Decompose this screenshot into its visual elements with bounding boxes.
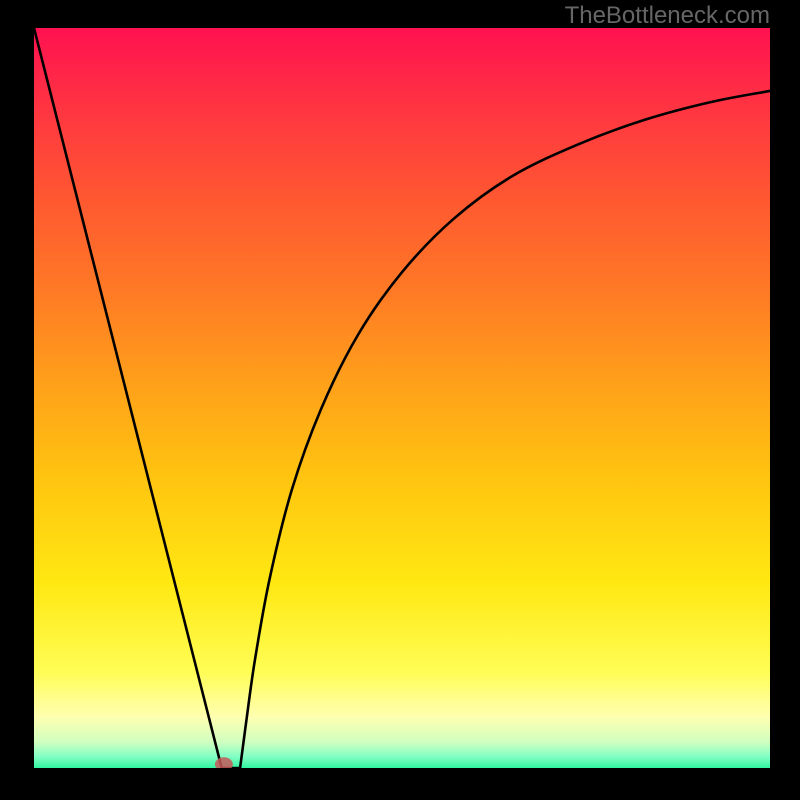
chart-frame: TheBottleneck.com xyxy=(0,0,800,800)
gradient-background xyxy=(34,28,770,768)
plot-area xyxy=(34,28,770,768)
watermark-text: TheBottleneck.com xyxy=(565,2,770,30)
plot-svg xyxy=(34,28,770,768)
